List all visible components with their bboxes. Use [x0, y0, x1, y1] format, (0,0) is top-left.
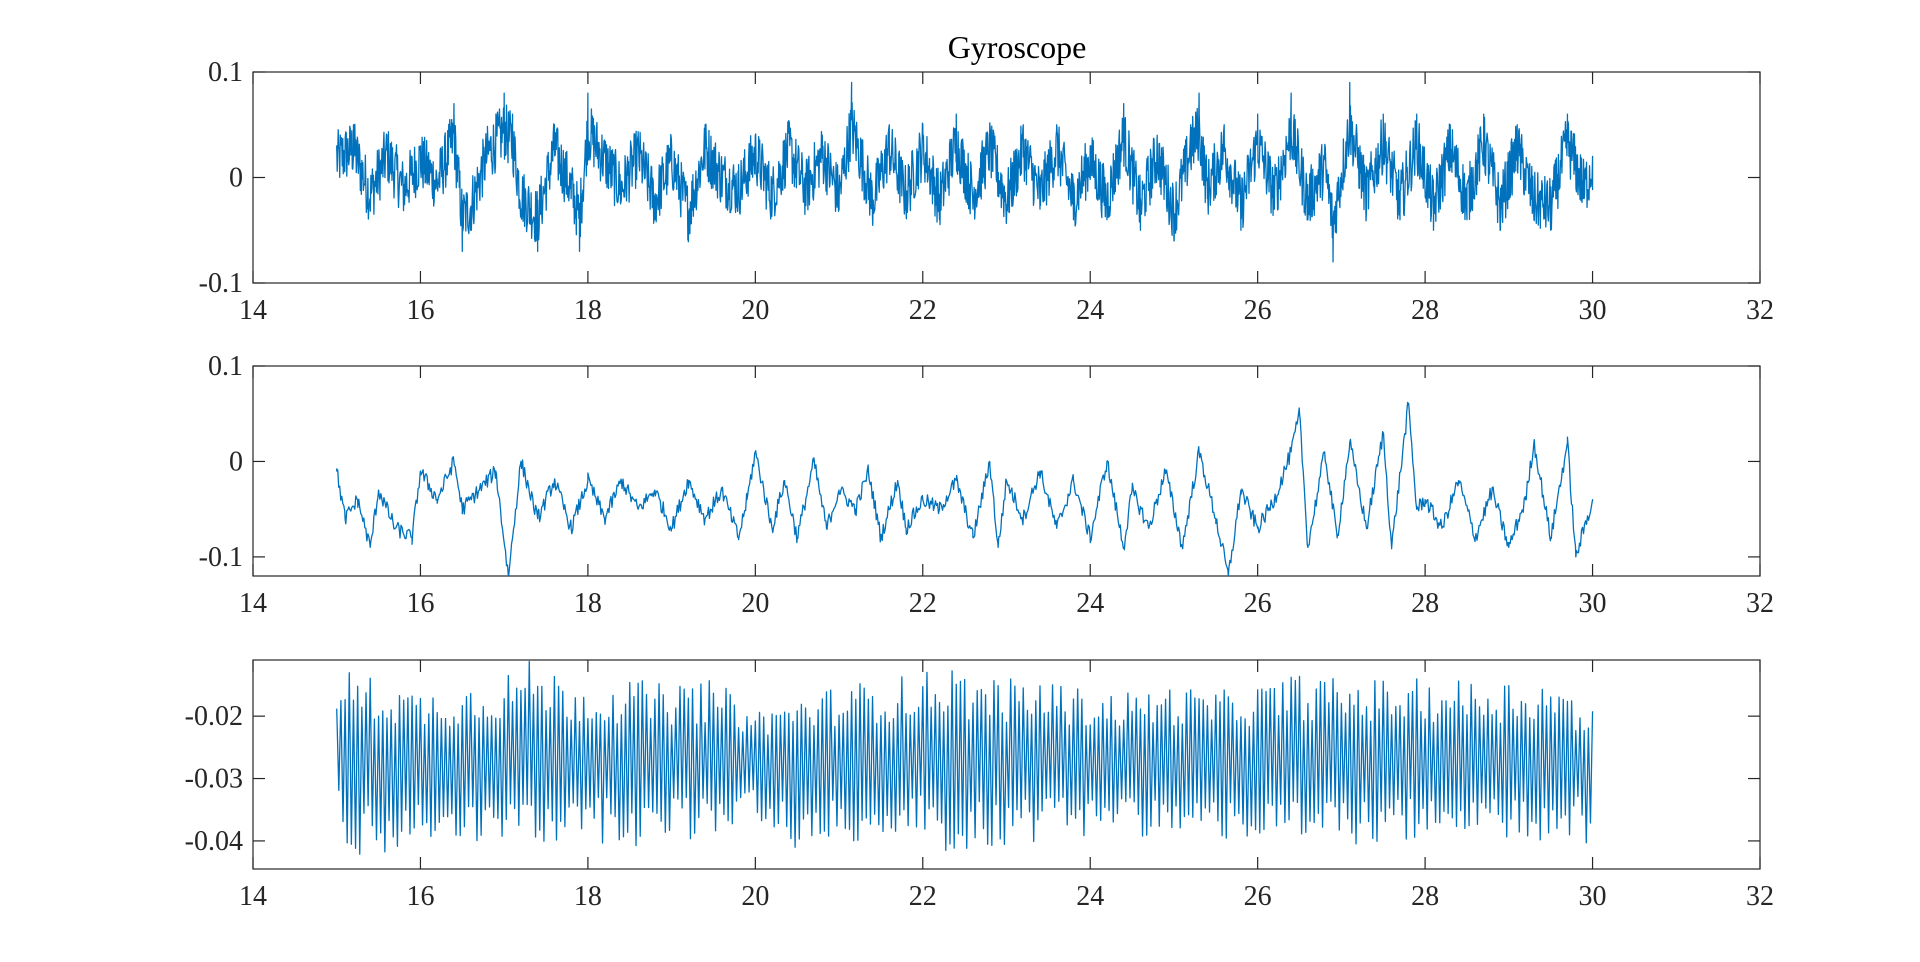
axes-1: 14 16 18 20 22 24 26 28 30 32 -0.1 0 0.1 [199, 57, 1774, 326]
x-tick-label: 32 [1746, 588, 1774, 619]
x-tick-label: 28 [1411, 881, 1439, 912]
x-tick-label: 24 [1076, 295, 1104, 326]
y-tick-label: 0 [229, 446, 243, 477]
y-tick-label: -0.1 [199, 542, 243, 573]
y-tick-label: -0.03 [185, 764, 243, 795]
x-tick-label: 28 [1411, 588, 1439, 619]
axes-2: 14 16 18 20 22 24 26 28 30 32 -0.1 0 0.1 [199, 351, 1774, 619]
x-tick-label: 26 [1244, 588, 1272, 619]
series-line [336, 81, 1594, 263]
y-tick-label: 0.1 [208, 351, 243, 382]
x-tick-label: 26 [1244, 295, 1272, 326]
y-tick-label: -0.02 [185, 701, 243, 732]
x-tick-label: 14 [239, 881, 267, 912]
x-tick-label: 32 [1746, 295, 1774, 326]
x-tick-label: 20 [741, 295, 769, 326]
y-tick-label: 0.1 [208, 57, 243, 88]
x-tick-label: 18 [574, 588, 602, 619]
axes-3: 14 16 18 20 22 24 26 28 30 32 -0.04 -0.03 -0.02 [185, 659, 1774, 912]
x-tick-label: 32 [1746, 881, 1774, 912]
figure-title: Gyroscope [948, 29, 1087, 65]
x-tick-label: 24 [1076, 881, 1104, 912]
x-tick-label: 24 [1076, 588, 1104, 619]
x-tick-label: 14 [239, 588, 267, 619]
x-tick-label: 30 [1579, 295, 1607, 326]
x-tick-label: 30 [1579, 588, 1607, 619]
x-tick-label: 22 [909, 295, 937, 326]
y-tick-label: -0.1 [199, 268, 243, 299]
x-tick-label: 16 [406, 588, 434, 619]
x-tick-label: 30 [1579, 881, 1607, 912]
axes-frame [252, 659, 1761, 870]
x-tick-label: 20 [741, 588, 769, 619]
series-line [336, 660, 1594, 855]
x-tick-label: 22 [909, 588, 937, 619]
x-tick-label: 16 [406, 881, 434, 912]
y-tick-label: 0 [229, 163, 243, 194]
x-tick-label: 18 [574, 295, 602, 326]
x-tick-label: 28 [1411, 295, 1439, 326]
y-tick-label: -0.04 [185, 826, 243, 857]
x-tick-label: 20 [741, 881, 769, 912]
x-tick-label: 14 [239, 295, 267, 326]
axes-frame [252, 365, 1761, 577]
series-line [336, 401, 1594, 576]
x-tick-label: 22 [909, 881, 937, 912]
x-tick-label: 26 [1244, 881, 1272, 912]
x-tick-label: 18 [574, 881, 602, 912]
x-tick-label: 16 [406, 295, 434, 326]
